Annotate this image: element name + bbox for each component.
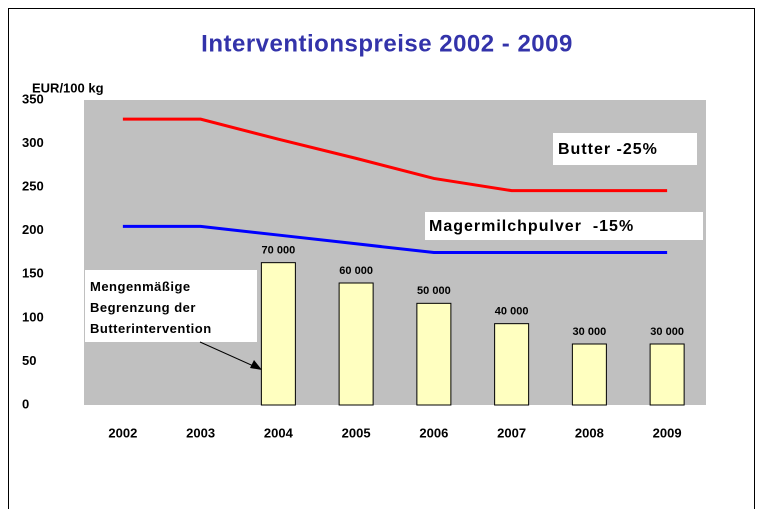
bar	[416, 302, 452, 406]
y-tick-label: 150	[22, 266, 44, 281]
x-tick-label: 2004	[264, 425, 294, 440]
line	[122, 117, 668, 193]
legend-label: Magermilchpulver -15%	[429, 218, 634, 235]
bar-value-label: 50 000	[417, 285, 451, 297]
x-tick-label: 2005	[342, 425, 371, 440]
annotation: Mengenmäßige Begrenzung der Butterinterven…	[90, 279, 212, 336]
y-tick-label: 200	[22, 222, 44, 237]
bar	[260, 262, 296, 406]
x-tick-label: 2003	[186, 425, 215, 440]
y-tick-label: 350	[22, 91, 44, 106]
bar-value-label: 60 000	[339, 265, 373, 277]
y-tick-label: 50	[22, 353, 36, 368]
annotation-arrowhead	[250, 360, 262, 370]
legend-box	[425, 212, 703, 240]
x-tick-label: 2002	[108, 425, 137, 440]
bar	[649, 343, 685, 406]
bar-value-label: 70 000	[262, 245, 296, 257]
y-tick-label: 100	[22, 309, 44, 324]
y-tick-label: 0	[22, 396, 29, 411]
legend-label: Butter -25%	[558, 141, 658, 158]
annotation-box	[85, 270, 257, 342]
y-tick-label: 250	[22, 179, 44, 194]
bar-value-label: 30 000	[573, 326, 607, 338]
chart-title: Interventionspreise 2002 - 2009	[201, 30, 573, 57]
legend-box	[553, 133, 697, 165]
line	[122, 224, 668, 254]
y-axis-label: EUR/100 kg	[32, 80, 104, 95]
x-tick-label: 2006	[419, 425, 448, 440]
annotation-arrow	[199, 341, 259, 369]
x-tick-label: 2009	[653, 425, 682, 440]
x-tick-label: 2008	[575, 425, 604, 440]
bar	[494, 323, 530, 406]
bar	[571, 343, 607, 406]
y-tick-label: 300	[22, 135, 44, 150]
x-tick-label: 2007	[497, 425, 526, 440]
bar-value-label: 40 000	[495, 306, 529, 318]
bar-value-label: 30 000	[650, 326, 684, 338]
bar	[338, 282, 374, 406]
